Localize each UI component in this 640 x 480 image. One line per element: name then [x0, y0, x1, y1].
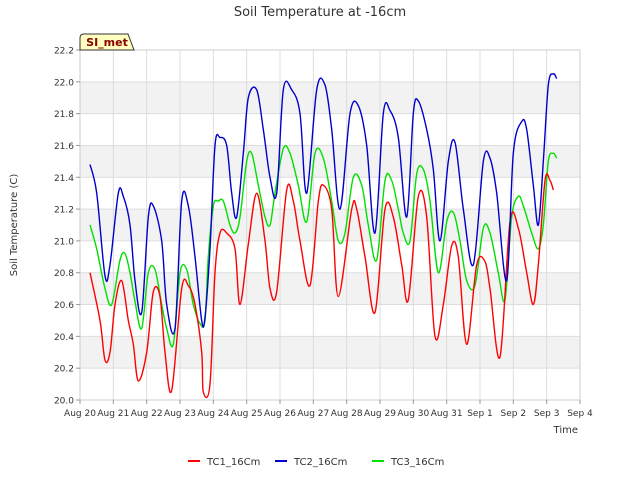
x-tick-label: Aug 20	[64, 409, 96, 419]
x-tick-label: Sep 2	[501, 409, 527, 419]
y-axis-label: Soil Temperature (C)	[9, 174, 20, 277]
chart-title: Soil Temperature at -16cm	[234, 5, 406, 20]
series-line-TC2_16Cm	[89, 73, 558, 335]
y-tick-label: 21.8	[54, 110, 74, 120]
x-tick-label: Aug 25	[231, 409, 263, 419]
series-line-TC1_16Cm	[89, 173, 554, 399]
y-tick-label: 20.4	[54, 333, 74, 343]
series-lines	[89, 73, 558, 399]
plot-band	[80, 336, 580, 369]
x-tick-label: Sep 4	[567, 409, 593, 419]
plot-band	[80, 81, 580, 114]
plot-band	[80, 209, 580, 241]
x-tick-label: Sep 1	[467, 409, 493, 419]
x-tick-label: Aug 31	[431, 409, 463, 419]
plot-bands	[80, 81, 580, 369]
x-axis: Aug 20 Aug 21 Aug 22 Aug 23 Aug 24 Aug 25 Aug …	[64, 400, 593, 419]
plot-band	[80, 145, 580, 178]
x-tick-label: Aug 22	[131, 409, 163, 419]
station-badge-label: SI_met	[86, 36, 128, 49]
y-tick-label: 22.0	[54, 78, 74, 88]
legend-label: TC3_16Cm	[390, 457, 444, 468]
legend-label: TC1_16Cm	[206, 457, 260, 468]
legend-label: TC2_16Cm	[293, 457, 347, 468]
y-tick-label: 20.0	[54, 397, 74, 407]
x-tick-label: Sep 3	[534, 409, 560, 419]
y-tick-label: 20.8	[54, 269, 74, 279]
x-tick-label: Aug 29	[364, 409, 396, 419]
y-tick-label: 22.2	[54, 47, 74, 57]
x-tick-label: Aug 24	[197, 409, 229, 419]
y-tick-label: 20.2	[54, 365, 74, 375]
legend: TC1_16Cm TC2_16Cm TC3_16Cm	[188, 457, 444, 468]
x-tick-label: Aug 27	[297, 409, 329, 419]
x-axis-label: Time	[553, 425, 578, 436]
x-tick-label: Aug 23	[164, 409, 196, 419]
plot-area	[79, 49, 581, 401]
plot-band	[80, 272, 580, 305]
station-badge: SI_met	[79, 33, 135, 51]
y-tick-label: 21.0	[54, 237, 74, 247]
y-tick-label: 21.4	[54, 174, 74, 184]
y-tick-label: 21.2	[54, 206, 74, 216]
x-tick-label: Aug 30	[397, 409, 429, 419]
series-line-TC3_16Cm	[89, 144, 558, 348]
y-tick-label: 20.6	[54, 301, 74, 311]
x-tick-label: Aug 21	[97, 409, 129, 419]
x-tick-label: Aug 28	[331, 409, 363, 419]
y-tick-label: 21.6	[54, 142, 74, 152]
y-axis: 20.0 20.2 20.4 20.6 20.8 21.0 21.2 21.4 21.6 21.8…	[54, 47, 80, 407]
x-tick-label: Aug 26	[264, 409, 296, 419]
